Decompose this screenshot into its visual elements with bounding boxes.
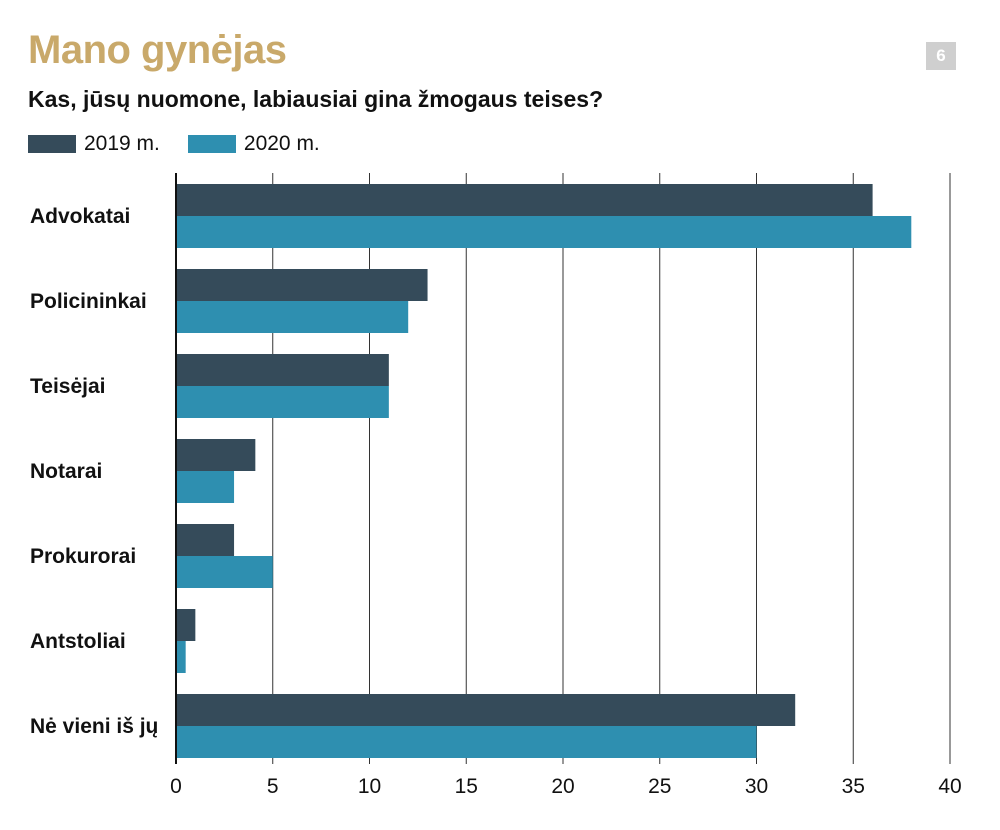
bar-2020-0 (176, 216, 912, 248)
bar-2020-6 (176, 726, 757, 758)
category-label: Advokatai (30, 205, 130, 228)
legend-label-2019: 2019 m. (84, 132, 160, 155)
x-tick-label: 10 (358, 775, 381, 798)
bar-2020-4 (176, 556, 273, 588)
page-number-badge: 6 (926, 42, 956, 70)
bar-2020-3 (176, 471, 235, 503)
chart-subtitle: Kas, jūsų nuomone, labiausiai gina žmoga… (28, 86, 604, 112)
category-label: Policininkai (30, 290, 147, 313)
x-tick-label: 5 (267, 775, 279, 798)
category-label: Nė vieni iš jų (30, 715, 158, 738)
x-tick-label: 30 (745, 775, 768, 798)
category-label: Teisėjai (30, 375, 106, 398)
bar-2019-6 (176, 694, 796, 726)
bar-2019-5 (176, 609, 196, 641)
legend-label-2020: 2020 m. (243, 132, 320, 155)
x-tick-label: 40 (938, 775, 961, 798)
x-tick-label: 25 (648, 775, 671, 798)
bar-2020-1 (176, 301, 409, 333)
chart-title: Mano gynėjas (28, 28, 287, 72)
bar-2019-1 (176, 269, 428, 301)
bar-2019-2 (176, 354, 389, 386)
legend-swatch-2019 (28, 135, 76, 153)
x-tick-label: 0 (170, 775, 182, 798)
category-label: Antstoliai (30, 630, 126, 653)
category-label: Prokurorai (30, 545, 136, 568)
bar-2019-0 (176, 184, 873, 216)
legend-item-2020: 2020 m. (187, 132, 320, 156)
category-label: Notarai (30, 460, 102, 483)
bar-2020-2 (176, 386, 389, 418)
bar-2019-4 (176, 524, 235, 556)
legend: 2019 m. 2020 m. (28, 132, 348, 156)
legend-item-2019: 2019 m. (28, 132, 160, 156)
x-tick-label: 20 (551, 775, 574, 798)
x-tick-label: 35 (842, 775, 865, 798)
legend-swatch-2020 (187, 135, 236, 153)
x-tick-label: 15 (455, 775, 478, 798)
bar-2019-3 (176, 439, 256, 471)
bar-2020-5 (176, 641, 186, 673)
